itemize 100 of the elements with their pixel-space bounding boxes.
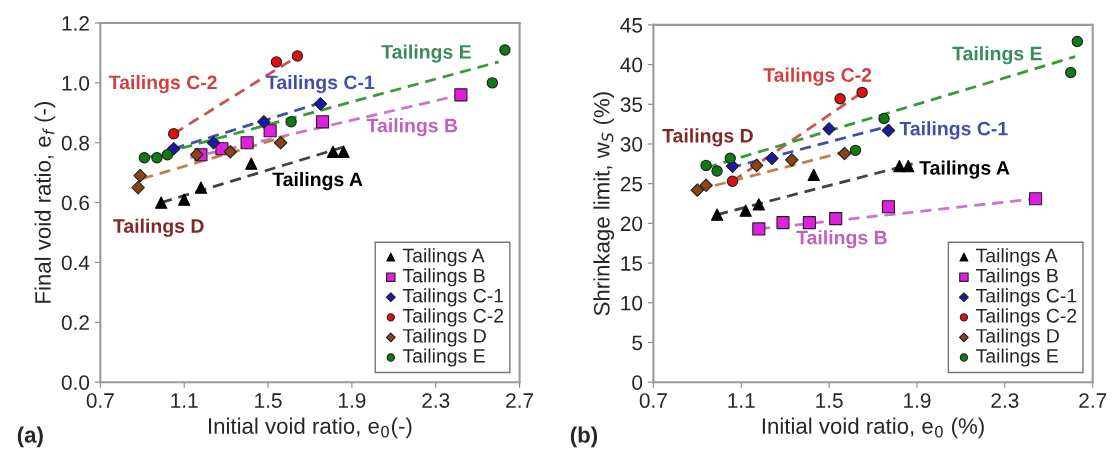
x-tick-label: 2.3 (991, 393, 1019, 408)
point (749, 158, 764, 173)
text: (a) (17, 426, 43, 448)
legend-label: Tailings E (402, 348, 485, 367)
point (700, 159, 712, 172)
legend-label: Tailings E (976, 348, 1058, 367)
y-tick-label: 20 (620, 216, 643, 232)
x-tick-label: 2.7 (506, 393, 534, 408)
point (902, 160, 915, 173)
point (313, 97, 328, 111)
point (206, 135, 221, 150)
legend-label: Tailings D (402, 328, 486, 347)
point (454, 88, 468, 102)
x-tick-label: 2.7 (1079, 393, 1107, 408)
legend-label: Tailings B (976, 268, 1058, 287)
point (326, 145, 340, 158)
x-axis-title: Initial void ratio, e$_{0}$(-) (209, 417, 412, 439)
legend-label: Tailings C-1 (402, 288, 504, 307)
y-tick-label: 0 (632, 375, 643, 390)
point (802, 216, 816, 230)
y-tick-label: 30 (620, 136, 643, 152)
y-tick-label: 0.0 (61, 375, 90, 390)
annotation: Tailings C-2 (763, 67, 872, 86)
annotation: Tailings B (796, 230, 887, 249)
point (690, 183, 705, 197)
y-tick-label: 0.8 (61, 135, 90, 151)
point (726, 175, 739, 188)
point (752, 222, 766, 236)
point (856, 86, 868, 99)
point (878, 112, 890, 125)
point (739, 204, 752, 217)
y-tick-label: 15 (621, 256, 643, 271)
point (151, 152, 163, 164)
point (785, 153, 799, 167)
point (1065, 66, 1077, 79)
annotation: Tailings E (381, 44, 471, 63)
annotation: Tailings C-2 (108, 74, 217, 94)
y-tick-label: 10 (621, 295, 643, 311)
point (178, 193, 191, 206)
x-tick-label: 1.5 (816, 393, 843, 408)
point (168, 128, 180, 140)
point (273, 135, 288, 150)
point (881, 200, 895, 214)
y-tick-label: 35 (620, 97, 643, 113)
legend-label: Tailings A (976, 248, 1058, 267)
point (190, 147, 204, 162)
point (486, 77, 499, 89)
y-tick-label: 25 (620, 176, 643, 192)
point (837, 146, 852, 161)
point (776, 216, 790, 230)
point (161, 149, 174, 161)
point (270, 56, 283, 68)
point (699, 178, 713, 193)
point (1029, 192, 1043, 206)
y-axis-title: Shrinkage limit, w$_{S}$ (%) (593, 92, 615, 316)
point (849, 144, 862, 157)
point (822, 122, 836, 136)
point (240, 136, 254, 150)
y-tick-label: 40 (620, 57, 643, 73)
legend-label: Tailings C-1 (976, 288, 1077, 307)
point (1071, 35, 1084, 48)
legend-label: Tailings A (402, 248, 485, 267)
y-tick-label: 5 (632, 335, 643, 351)
x-tick-label: 1.1 (728, 393, 755, 408)
point (223, 144, 238, 159)
annotation: Tailings C-1 (899, 121, 1008, 140)
point (834, 93, 846, 105)
legend-label: Tailings C-2 (976, 308, 1077, 327)
x-tick-label: 1.5 (255, 393, 282, 408)
x-tick-label: 0.7 (86, 393, 114, 408)
x-tick-label: 1.9 (904, 393, 931, 408)
annotation: Tailings D (662, 128, 753, 147)
legend-label: Tailings C-2 (402, 308, 504, 327)
point (724, 152, 736, 164)
point (133, 168, 147, 183)
point (499, 44, 511, 56)
point (807, 168, 820, 182)
annotation: Tailings E (952, 46, 1042, 65)
annotation: Tailings A (272, 171, 363, 191)
y-axis-title: Final void ratio, e$_{f}$ (-) (34, 102, 56, 303)
point (194, 181, 208, 194)
legend-label: Tailings B (402, 268, 485, 287)
annotation: Tailings C-1 (266, 74, 375, 94)
y-tick-label: 1.0 (62, 75, 90, 91)
point (131, 180, 145, 195)
x-axis-title: Initial void ratio, e$_{0}$ (%) (762, 417, 984, 439)
point (881, 123, 896, 138)
x-tick-label: 2.3 (422, 393, 450, 408)
point (245, 157, 258, 170)
y-tick-label: 45 (620, 18, 643, 33)
x-tick-label: 1.1 (171, 393, 198, 408)
point (285, 116, 297, 128)
legend-label: Tailings D (976, 328, 1059, 347)
annotation: Tailings B (366, 118, 458, 137)
point (337, 145, 350, 158)
x-tick-label: 0.7 (639, 393, 667, 408)
point (710, 208, 724, 221)
text: (b) (570, 426, 598, 448)
x-tick-label: 1.9 (339, 393, 366, 408)
point (263, 124, 277, 138)
